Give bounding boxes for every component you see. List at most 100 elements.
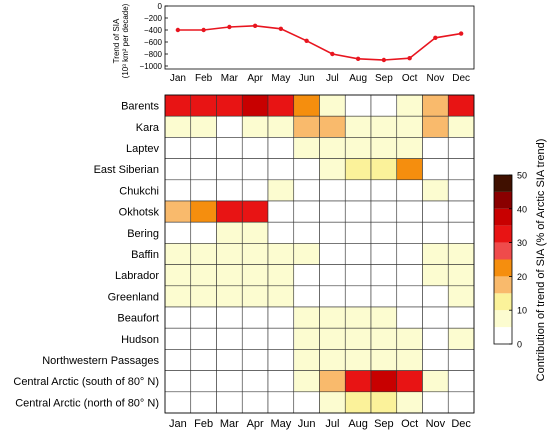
heat-cell [370,200,398,223]
heat-cell [344,285,372,308]
colorbar-band [494,327,512,344]
heat-cell [319,137,346,159]
heat-cell [267,327,295,350]
heat-cell [190,137,217,159]
heat-cell [370,391,398,414]
heat-cell [190,349,217,371]
line-ytick-label: −800 [144,50,163,59]
heat-cell [293,306,320,329]
heat-cell [241,179,269,202]
heat-cell [293,391,320,414]
heat-cell [293,370,320,393]
heat-cell [216,327,243,350]
heat-cell [319,221,346,244]
line-ytick-label: −1000 [140,62,163,71]
heat-cell [216,94,243,117]
heat-cell [164,200,192,223]
heat-row-label: Barents [121,101,159,113]
heat-cell [164,264,192,287]
heatmap-frame [164,94,475,414]
heat-cell [216,137,243,159]
heat-cell [216,264,243,287]
heat-cell [216,349,243,371]
heat-cell [293,94,320,117]
colorbar-tick-label: 40 [517,204,527,214]
heat-cell [319,370,346,393]
heat-row-label: Northwestern Passages [42,355,159,367]
heat-cell [396,243,423,265]
heat-cell [370,306,398,329]
heat-cell [241,306,269,329]
heat-cell [396,221,423,244]
heat-cell [267,200,295,223]
trend-series-line [177,24,462,61]
heat-cell [190,327,217,350]
heat-cell [190,94,217,117]
heat-cell [267,285,295,308]
heat-cell [396,200,423,223]
heat-cell [241,115,269,138]
heat-row-label: Chukchi [119,185,159,197]
heat-cell [422,94,449,117]
heat-cell [190,391,217,414]
heat-cell [164,370,192,393]
heat-cell [447,221,475,244]
heat-xtick-label: Mar [220,418,239,430]
heat-cell [216,243,243,265]
heat-cell [164,327,192,350]
heat-row-label: Hudson [121,334,159,346]
line-plot-frame [164,5,475,70]
heat-cell [447,243,475,265]
heat-cell [241,200,269,223]
heat-cell [447,370,475,393]
heat-row-label: Central Arctic (south of 80° N) [13,376,159,388]
heat-row-label: Bering [127,228,159,240]
heat-cell [164,179,192,202]
trend-point-oct [407,56,412,61]
heat-cell [447,391,475,414]
heat-cell [447,200,475,223]
heat-cell [344,115,372,138]
heat-cell [293,264,320,287]
heat-cell [216,221,243,244]
heat-cell [164,285,192,308]
heat-cell [267,137,295,159]
heat-cell [164,137,192,159]
trend-point-dec [458,31,464,36]
heat-cell [267,158,295,181]
line-xtick-label: Feb [195,73,213,84]
heat-xtick-label: Oct [401,418,418,430]
heat-cell [344,158,372,181]
heat-cell [267,306,295,329]
heat-row-label: Greenland [108,291,159,303]
heat-cell [422,349,449,371]
colorbar-band [494,242,512,260]
heat-cell [164,221,192,244]
heat-cell [267,264,295,287]
heat-cell [190,370,217,393]
heat-cell [344,391,372,414]
heat-cell [344,306,372,329]
contribution-heatmap: Barents Kara Laptev East Siberian Chukchi Okh… [13,94,475,430]
heat-xtick-label: Aug [348,418,368,430]
heat-cell [267,243,295,265]
heat-cell [319,243,346,265]
heat-cell [422,327,449,350]
heat-cell [319,115,346,138]
heat-cell [293,137,320,159]
colorbar-tick-label: 0 [517,340,522,350]
heat-xtick-label: May [270,418,291,430]
heat-cell [422,264,449,287]
heat-cell [447,285,475,308]
heat-cell [241,327,269,350]
colorbar-band [494,293,512,311]
heat-cell [396,179,423,202]
heat-row-label: East Siberian [94,164,159,176]
heat-cell [447,327,475,350]
trend-point-sep [381,57,387,63]
heat-cell [190,158,217,181]
heat-cell [344,200,372,223]
heat-cell [319,200,346,223]
heat-cell [241,264,269,287]
